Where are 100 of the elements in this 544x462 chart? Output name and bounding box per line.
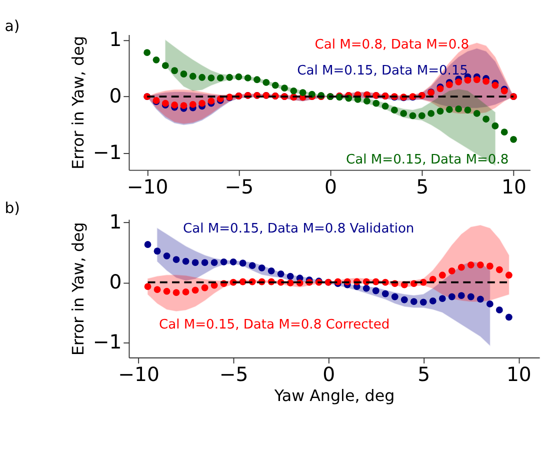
- point: [172, 256, 180, 263]
- y-tick-label: 0: [109, 270, 122, 294]
- point: [244, 74, 252, 82]
- point: [496, 306, 503, 314]
- point: [458, 292, 465, 300]
- point: [505, 272, 512, 279]
- x-tick-label: −5: [219, 363, 248, 386]
- point: [144, 49, 151, 56]
- point: [464, 76, 472, 84]
- point: [192, 286, 199, 294]
- chart-title: a): [4, 16, 20, 35]
- point: [400, 110, 408, 117]
- x-tick-label: −10: [118, 363, 160, 386]
- point: [172, 289, 180, 296]
- y-axis-title: Error in Yaw, deg: [68, 36, 88, 170]
- point: [290, 87, 298, 94]
- x-axis-title: Yaw Angle, deg: [273, 386, 395, 405]
- point: [464, 106, 472, 114]
- series-label: Cal M=0.15, Data M=0.8 Validation: [182, 221, 414, 236]
- x-tick-label: 0: [322, 363, 336, 386]
- point: [220, 258, 228, 266]
- x-tick-label: −5: [224, 176, 254, 199]
- point: [281, 84, 288, 92]
- point: [180, 70, 188, 78]
- x-tick-label: 10: [502, 176, 526, 199]
- point: [180, 102, 188, 110]
- point: [182, 258, 190, 265]
- point: [144, 241, 152, 248]
- point: [235, 73, 242, 80]
- point: [436, 108, 444, 115]
- point: [476, 261, 484, 268]
- point: [363, 98, 370, 105]
- point: [248, 262, 256, 269]
- point: [198, 100, 206, 107]
- point: [409, 112, 416, 120]
- point: [496, 266, 503, 274]
- point: [438, 295, 446, 302]
- x-tick-label: 5: [416, 176, 429, 199]
- point: [429, 298, 436, 304]
- point: [455, 78, 462, 86]
- point: [420, 298, 427, 306]
- point: [272, 82, 279, 89]
- x-tick-label: 0: [324, 176, 338, 199]
- point: [467, 261, 474, 268]
- x-tick-label: 10: [506, 363, 532, 386]
- point: [473, 76, 480, 84]
- chart-title: b): [4, 198, 20, 217]
- point: [446, 81, 453, 88]
- point: [476, 296, 484, 303]
- point: [446, 106, 453, 113]
- point: [198, 74, 206, 81]
- point: [299, 89, 306, 96]
- y-tick-label: −1: [92, 140, 122, 164]
- point: [210, 259, 218, 266]
- point: [438, 272, 446, 279]
- point: [390, 106, 398, 114]
- y-tick-label: 1: [109, 28, 122, 52]
- point: [239, 260, 246, 267]
- point: [277, 270, 284, 278]
- point: [163, 288, 170, 295]
- point: [230, 258, 237, 266]
- point: [201, 259, 208, 266]
- point: [226, 74, 233, 81]
- point: [163, 252, 170, 260]
- point: [482, 116, 490, 123]
- point: [473, 110, 480, 117]
- point: [171, 102, 178, 108]
- point: [362, 284, 370, 292]
- point: [418, 112, 426, 120]
- point: [410, 298, 418, 306]
- series-label: Cal M=0.15, Data M=0.15: [297, 64, 468, 79]
- point: [486, 300, 494, 308]
- point: [486, 262, 494, 270]
- point: [208, 74, 215, 82]
- point: [500, 128, 508, 136]
- point: [510, 136, 517, 143]
- x-tick-label: 5: [418, 363, 430, 386]
- point: [192, 259, 199, 266]
- point: [382, 102, 389, 110]
- point: [262, 79, 270, 86]
- point: [152, 56, 160, 64]
- series-label: Cal M=0.15, Data M=0.8 Corrected: [158, 317, 390, 332]
- point: [382, 290, 389, 298]
- point: [482, 78, 490, 85]
- point: [467, 293, 474, 300]
- point: [182, 288, 190, 296]
- point: [162, 62, 169, 69]
- point: [492, 122, 499, 130]
- series-label: Cal M=0.8, Data M=0.8: [314, 38, 470, 53]
- point: [254, 76, 260, 84]
- point: [372, 100, 380, 107]
- point: [189, 72, 196, 80]
- point: [428, 110, 435, 117]
- point: [448, 293, 456, 300]
- point: [258, 264, 266, 272]
- point: [144, 283, 152, 290]
- point: [286, 272, 294, 280]
- point: [154, 248, 161, 255]
- point: [171, 67, 178, 74]
- point: [458, 264, 465, 271]
